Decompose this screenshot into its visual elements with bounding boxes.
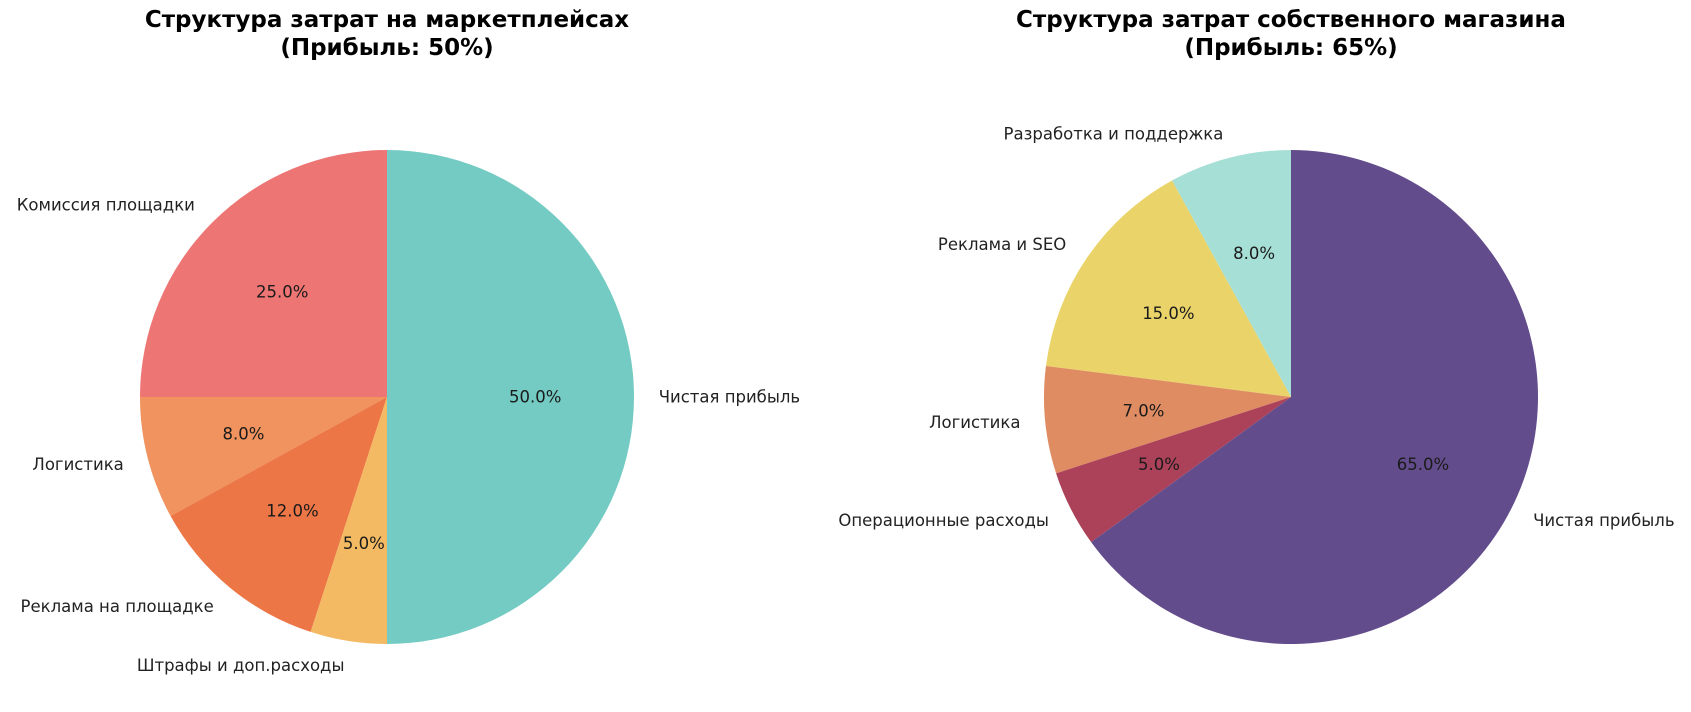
pie-slice-0 (140, 150, 387, 397)
slice-percent-label-1: 8.0% (223, 424, 265, 443)
slice-label-2: Логистика (929, 413, 1020, 432)
pie-slice-3 (1056, 397, 1291, 543)
slice-label-1: Реклама и SEO (938, 235, 1066, 254)
chart-title-line1: Структура затрат собственного магазина (1016, 7, 1566, 33)
slice-percent-label-3: 5.0% (343, 534, 385, 553)
pie-slice-4 (1091, 150, 1538, 644)
pie-slice-3 (310, 397, 387, 644)
pie-slice-1 (1045, 180, 1291, 397)
slice-label-0: Комиссия площадки (17, 195, 195, 214)
slice-percent-label-2: 7.0% (1123, 401, 1165, 420)
slice-label-4: Чистая прибыль (1533, 511, 1674, 530)
pie-chart-own-store: Структура затрат собственного магазина (… (838, 7, 1675, 644)
pie-slice-0 (1172, 150, 1291, 397)
slice-percent-label-2: 12.0% (266, 502, 318, 521)
pie-slice-1 (140, 397, 387, 516)
slice-percent-label-4: 65.0% (1397, 455, 1449, 474)
chart-title-line1: Структура затрат на маркетплейсах (145, 7, 629, 33)
slice-label-1: Логистика (32, 455, 123, 474)
slice-label-4: Чистая прибыль (659, 388, 800, 407)
slice-percent-label-0: 25.0% (256, 283, 308, 302)
pie-slice-2 (170, 397, 387, 632)
slice-label-3: Штрафы и доп.расходы (137, 656, 345, 675)
pie-slices (140, 150, 634, 644)
chart-title-line2: (Прибыль: 65%) (1184, 35, 1397, 61)
chart-title-line2: (Прибыль: 50%) (280, 35, 493, 61)
pie-slice-2 (1044, 366, 1291, 474)
pie-labels: Разработка и поддержка 8.0% Реклама и SEO 1… (838, 124, 1674, 530)
pie-labels: Комиссия площадки 25.0% Логистика 8.0% Рекла… (17, 195, 800, 675)
slice-percent-label-1: 15.0% (1142, 304, 1194, 323)
slice-percent-label-3: 5.0% (1138, 455, 1180, 474)
slice-percent-label-4: 50.0% (509, 388, 561, 407)
slice-percent-label-0: 8.0% (1233, 244, 1275, 263)
pie-chart-marketplaces: Структура затрат на маркетплейсах (Прибы… (17, 7, 800, 675)
slice-label-2: Реклама на площадке (21, 597, 214, 616)
slice-label-0: Разработка и поддержка (1004, 124, 1224, 143)
pie-slices (1044, 150, 1538, 644)
pie-slice-4 (387, 150, 634, 644)
slice-label-3: Операционные расходы (838, 511, 1049, 530)
